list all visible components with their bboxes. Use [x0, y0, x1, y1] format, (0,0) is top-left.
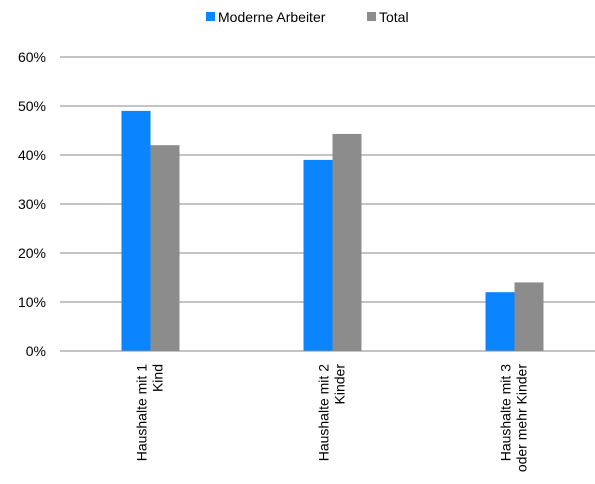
y-tick-label: 40% [18, 147, 46, 163]
y-tick-label: 10% [18, 294, 46, 310]
legend: Moderne Arbeiter Total [206, 9, 409, 25]
y-tick-label: 50% [18, 98, 46, 114]
x-category-label: Haushalte mit 2Kinder [316, 364, 348, 462]
x-category-label-line: Kind [150, 364, 166, 392]
bar-moderne-arbeiter [303, 159, 333, 351]
y-tick-label: 60% [18, 49, 46, 65]
x-category-label-line: Haushalte mit 3 [498, 364, 514, 461]
y-axis-tick-labels: 0% 10% 20% 30% 40% 50% 60% [18, 49, 46, 359]
y-tick-label: 20% [18, 245, 46, 261]
legend-swatch-moderne-arbeiter [206, 12, 215, 21]
y-tick-label: 30% [18, 196, 46, 212]
x-category-label: Haushalte mit 3oder mehr Kinder [498, 364, 530, 473]
x-category-label-line: Haushalte mit 2 [316, 364, 332, 461]
x-axis-category-labels: Haushalte mit 1Kind Haushalte mit 2Kinder… [134, 364, 530, 473]
bar-total [150, 145, 180, 351]
x-category-label: Haushalte mit 1Kind [134, 364, 166, 461]
bar-moderne-arbeiter [485, 292, 515, 351]
bar-total [332, 133, 362, 351]
y-tick-label: 0% [26, 343, 46, 359]
x-category-label-line: Haushalte mit 1 [134, 364, 150, 461]
legend-label: Total [379, 9, 409, 25]
bar-total [514, 282, 544, 351]
bars [121, 110, 544, 352]
bar-moderne-arbeiter [121, 110, 151, 352]
legend-label: Moderne Arbeiter [218, 9, 326, 25]
legend-swatch-total [367, 12, 376, 21]
x-category-label-line: oder mehr Kinder [514, 364, 530, 473]
x-category-label-line: Kinder [332, 364, 348, 405]
